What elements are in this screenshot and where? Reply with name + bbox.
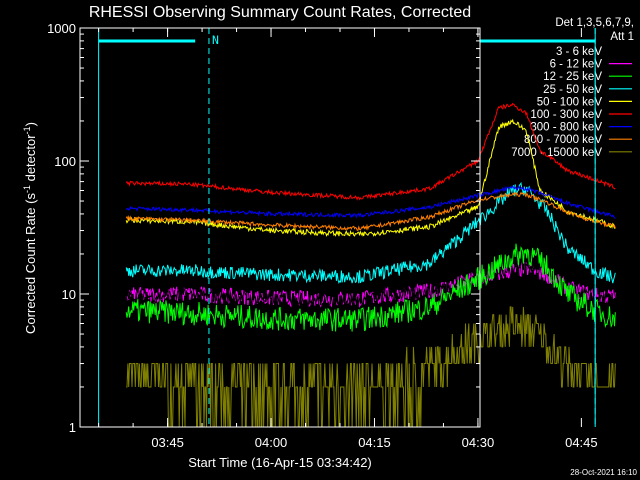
series-line-50-100-kev — [125, 118, 616, 237]
x-tick-label: 04:00 — [255, 435, 288, 450]
x-tick-label: 03:45 — [151, 435, 184, 450]
series-line-12-25-kev — [125, 243, 616, 332]
chart-title: RHESSI Observing Summary Count Rates, Co… — [89, 4, 471, 21]
legend-label: 100 - 300 keV — [530, 109, 602, 121]
x-tick-label: 04:45 — [565, 435, 598, 450]
y-label-sup2: -1 — [22, 126, 32, 134]
legend-label: 3 - 6 keV — [556, 46, 602, 58]
series-line-3-6-kev — [125, 257, 616, 308]
series-line-7000-15000-kev — [126, 306, 616, 428]
legend-header-line1: Det 1,3,5,6,7,9, — [555, 17, 634, 29]
y-label-mid: detector — [23, 134, 38, 185]
series-layer — [125, 102, 616, 428]
legend-label: 12 - 25 keV — [543, 71, 602, 83]
y-label-main: Corrected Count Rate (s — [23, 193, 38, 334]
series-line-800-7000-kev — [125, 191, 616, 231]
legend-label: 6 - 12 keV — [550, 59, 603, 71]
x-tick-label: 04:30 — [462, 435, 495, 450]
legend-label: 7000 - 15000 keV — [511, 147, 602, 159]
series-line-100-300-kev — [125, 102, 616, 201]
y-tick-label: 100 — [54, 154, 76, 169]
legend-label: 800 - 7000 keV — [524, 134, 602, 146]
legend-label: 300 - 800 keV — [530, 122, 602, 134]
attenuator-layer: N — [98, 28, 596, 427]
legend-header-line2: Att 1 — [610, 31, 634, 43]
y-tick-label: 1 — [69, 420, 76, 435]
y-tick-label: 10 — [62, 287, 76, 302]
attenuator-mark-label: N — [212, 33, 219, 47]
y-axis: 1 10 100 1000 — [47, 21, 480, 435]
series-line-300-800-kev — [125, 185, 616, 219]
y-label-end: ) — [23, 122, 38, 126]
legend-header: Det 1,3,5,6,7,9, Att 1 — [555, 17, 634, 43]
legend-label: 50 - 100 keV — [537, 96, 603, 108]
y-label-sup1: -1 — [22, 185, 32, 193]
series-line-6-12-kev — [125, 260, 616, 308]
y-tick-label: 1000 — [47, 21, 76, 36]
plot-frame — [79, 27, 481, 428]
y-axis-label: Corrected Count Rate (s-1 detector-1) — [22, 122, 38, 334]
legend-label: 25 - 50 keV — [543, 84, 602, 96]
x-tick-label: 04:15 — [358, 435, 391, 450]
timestamp: 28-Oct-2021 16:10 — [570, 468, 637, 477]
x-axis-label: Start Time (16-Apr-15 03:34:42) — [188, 455, 372, 470]
